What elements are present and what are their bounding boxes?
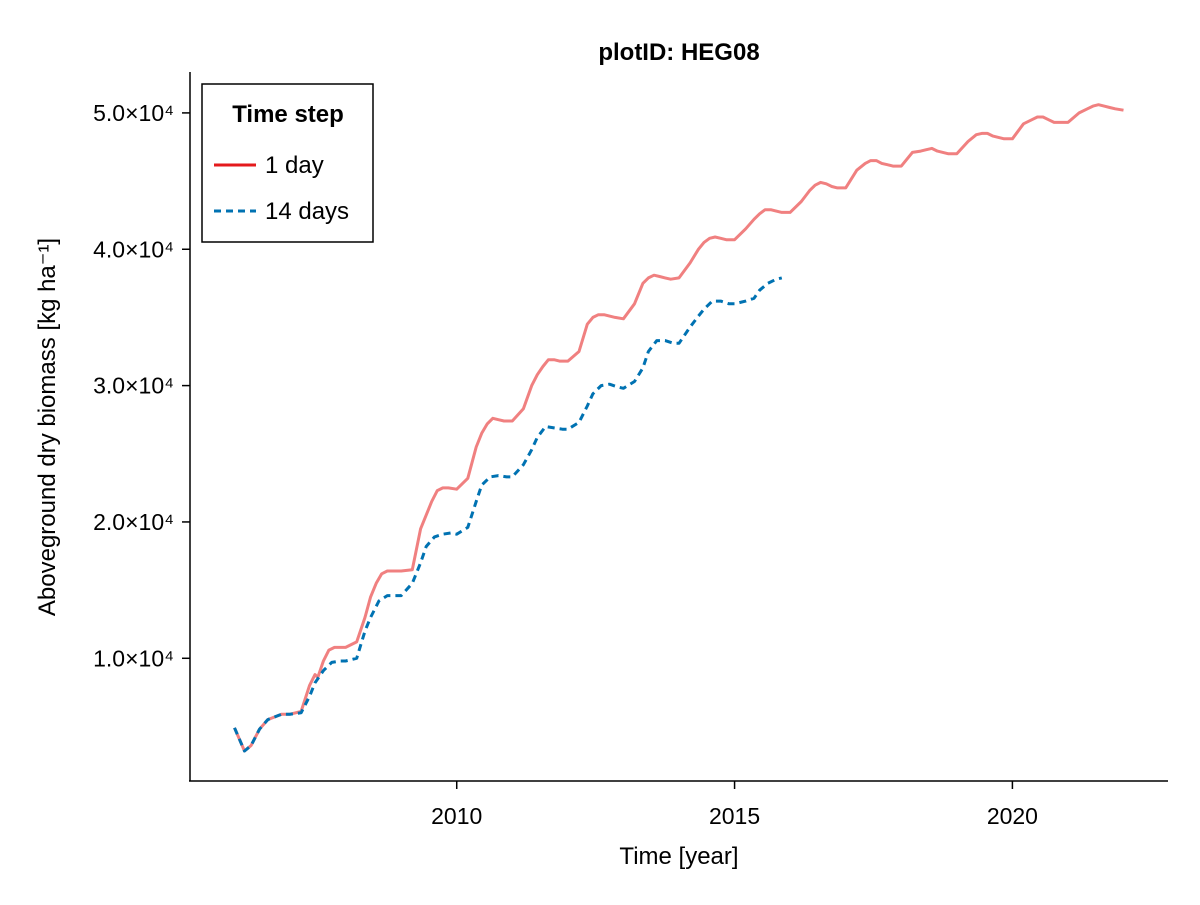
legend-title: Time step <box>232 101 344 128</box>
series-line-1-day <box>233 103 1124 753</box>
series-layer <box>233 103 1124 753</box>
y-tick-label: 2.0×10⁴ <box>93 509 174 535</box>
series-line-14-days <box>233 276 783 753</box>
y-tick-label: 4.0×10⁴ <box>93 236 174 262</box>
legend-box <box>201 83 374 243</box>
legend: Time step 1 day 14 days <box>201 83 374 243</box>
y-tick-label: 5.0×10⁴ <box>93 100 174 126</box>
x-axis-label: Time [year] <box>619 843 738 870</box>
legend-label-14-days: 14 days <box>265 198 349 225</box>
y-tick-label: 3.0×10⁴ <box>93 373 174 399</box>
y-axis-ticks: 1.0×10⁴ 2.0×10⁴ 3.0×10⁴ 4.0×10⁴ 5.0×10⁴ <box>93 100 190 671</box>
y-axis-label: Aboveground dry biomass [kg ha⁻¹] <box>34 238 61 616</box>
x-tick-label: 2015 <box>709 803 760 829</box>
x-axis-ticks: 2010 2015 2020 <box>431 781 1038 829</box>
chart-title: plotID: HEG08 <box>598 39 759 66</box>
x-tick-label: 2020 <box>987 803 1038 829</box>
x-tick-label: 2010 <box>431 803 482 829</box>
y-tick-label: 1.0×10⁴ <box>93 645 174 671</box>
legend-label-1-day: 1 day <box>265 152 324 179</box>
